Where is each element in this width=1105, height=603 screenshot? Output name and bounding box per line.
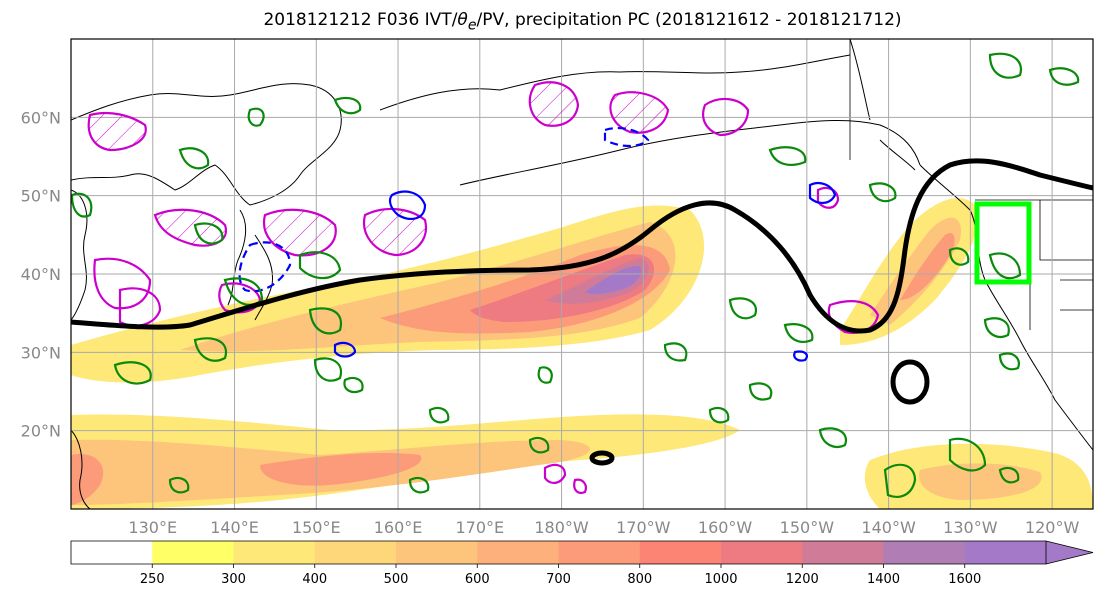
- colorbar-segment: [802, 541, 884, 564]
- colorbar-tick-label: 250: [140, 572, 165, 587]
- colorbar-segment: [721, 541, 803, 564]
- colorbar-tick-label: 1400: [867, 572, 900, 587]
- colorbar-extend-arrow: [1045, 540, 1094, 565]
- map-frame: [70, 38, 1094, 510]
- colorbar-tick-label: 1000: [704, 572, 737, 587]
- lon-tick-label: 170°W: [616, 518, 671, 537]
- colorbar-tick-label: 600: [465, 572, 490, 587]
- colorbar-segment: [314, 541, 397, 564]
- lon-tick-label: 160°E: [374, 518, 423, 537]
- colorbar: 250 300 400 500 600 700 800 1000 1200 1400 1600: [70, 540, 1094, 587]
- lon-tick-label: 130°W: [943, 518, 998, 537]
- contours: [71, 52, 1080, 498]
- colorbar-tick-label: 500: [384, 572, 409, 587]
- jet-contour: [71, 158, 1093, 466]
- colorbar-tick-label: 1200: [786, 572, 819, 587]
- colorbar-segment: [883, 541, 966, 564]
- lat-tick-label: 60°N: [21, 108, 61, 127]
- colorbar-segment: [477, 541, 559, 564]
- colorbar-tick-label: 300: [221, 572, 246, 587]
- lon-tick-label: 150°E: [292, 518, 341, 537]
- lon-tick-label: 170°E: [455, 518, 504, 537]
- political-borders: [849, 39, 1093, 330]
- lon-tick-label: 120°W: [1025, 518, 1080, 537]
- lon-tick-label: 140°W: [861, 518, 916, 537]
- colorbar-segment: [233, 541, 316, 564]
- colorbar-tick-label: 400: [302, 572, 327, 587]
- lon-tick-label: 150°W: [780, 518, 835, 537]
- lon-tick-label: 140°E: [210, 518, 259, 537]
- colorbar-segment: [964, 541, 1047, 564]
- colorbar-segment: [639, 541, 722, 564]
- colorbar-segment: [71, 541, 153, 564]
- lon-tick-label: 130°E: [128, 518, 177, 537]
- longitude-labels: 130°E 140°E 150°E 160°E 170°E 180°W 170°W 160°W…: [128, 518, 1079, 537]
- lat-tick-label: 30°N: [21, 343, 61, 362]
- colorbar-tick-label: 1600: [948, 572, 981, 587]
- chart-title: 2018121212 F036 IVT/θe/PV, precipitation…: [263, 10, 902, 34]
- colorbar-segment: [396, 541, 478, 564]
- colorbar-segment: [558, 541, 641, 564]
- lat-tick-label: 40°N: [21, 265, 61, 284]
- colorbar-tick-label: 800: [627, 572, 652, 587]
- lat-tick-label: 20°N: [21, 422, 61, 441]
- target-region-box: [974, 201, 1032, 285]
- colorbar-tick-label: 700: [546, 572, 571, 587]
- lon-tick-label: 160°W: [698, 518, 753, 537]
- gridlines: [71, 39, 1093, 509]
- lon-tick-label: 180°W: [534, 518, 589, 537]
- colorbar-segment: [152, 541, 234, 564]
- latitude-labels: 20°N 30°N 40°N 50°N 60°N: [21, 108, 61, 440]
- lat-tick-label: 50°N: [21, 187, 61, 206]
